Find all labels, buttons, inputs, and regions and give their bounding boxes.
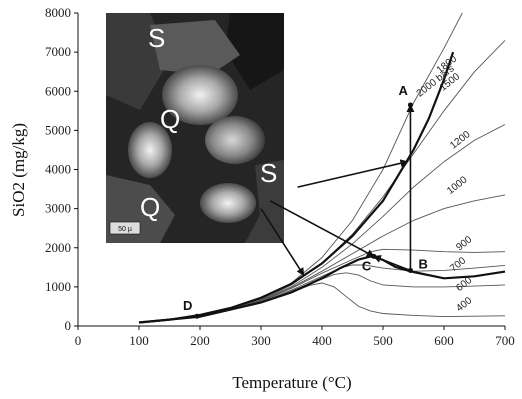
x-tick-label: 600: [434, 333, 454, 348]
isobar-label-4: 1000: [445, 174, 470, 197]
arrow-inset-to-curve: [297, 159, 409, 188]
y-tick-label: 1000: [45, 279, 71, 294]
inset-grain: [150, 20, 240, 75]
x-tick-label: 300: [251, 333, 271, 348]
y-tick-label: 0: [65, 318, 72, 333]
inset-quartz-grain: [128, 122, 172, 178]
point-b: [407, 267, 413, 273]
solubility-curve: [138, 51, 455, 324]
x-tick-label: 500: [373, 333, 393, 348]
inset-quartz-grain: [200, 183, 256, 223]
point-a: [407, 102, 413, 108]
y-tick-label: 2000: [45, 240, 71, 255]
isobar-label-8: 400: [454, 295, 474, 314]
x-axis-label: Temperature (°C): [232, 373, 351, 392]
point-c: [371, 253, 377, 259]
ticks: 0 100 200 300 400 500 600 700010002000300040005…: [45, 5, 515, 348]
x-tick-label: 100: [129, 333, 149, 348]
y-tick-label: 7000: [45, 44, 71, 59]
inset-label-q-bottom: Q: [140, 192, 160, 222]
points: A B C D: [183, 83, 428, 319]
inset-scale-text: 50 µ: [118, 226, 132, 233]
arrow-inset-down: [260, 208, 305, 276]
inset-label-q-top: Q: [160, 104, 180, 134]
x-tick-label: 200: [190, 333, 210, 348]
isobar-label-6: 700: [448, 255, 468, 274]
arrows: [260, 103, 415, 276]
inset-scale-bar-box: [109, 221, 141, 235]
y-tick-label: 3000: [45, 201, 71, 216]
series-line-4: [138, 248, 506, 323]
inset-label-s-top: S: [148, 23, 165, 53]
y-axis-label: SiO2 (mg/kg): [9, 123, 28, 217]
y-tick-label: 5000: [45, 122, 71, 137]
y-tick-label: 6000: [45, 83, 71, 98]
arrow-inset-to-c: [269, 200, 375, 258]
inset-dark-grain: [225, 13, 284, 90]
inset-label-s-right: S: [260, 158, 277, 188]
point-label-a: A: [398, 83, 408, 98]
point-d: [194, 313, 200, 319]
y-tick-label: 8000: [45, 5, 71, 20]
y-tick-label: 4000: [45, 162, 71, 177]
point-label-b: B: [418, 256, 427, 271]
isobar-label-5: 900: [454, 234, 474, 253]
x-tick-label: 700: [495, 333, 515, 348]
point-label-d: D: [183, 298, 192, 313]
isobar-label-3: 1200: [448, 129, 473, 152]
inset-grain: [245, 160, 284, 243]
inset-quartz-grain: [205, 116, 265, 164]
inset-quartz-grain: [162, 65, 238, 125]
x-tick-label: 400: [312, 333, 332, 348]
x-tick-label: 0: [75, 333, 82, 348]
point-label-c: C: [362, 258, 372, 273]
inset-image: 50 µ S Q S Q: [106, 13, 284, 243]
arrow-b-to-c: [372, 255, 411, 272]
